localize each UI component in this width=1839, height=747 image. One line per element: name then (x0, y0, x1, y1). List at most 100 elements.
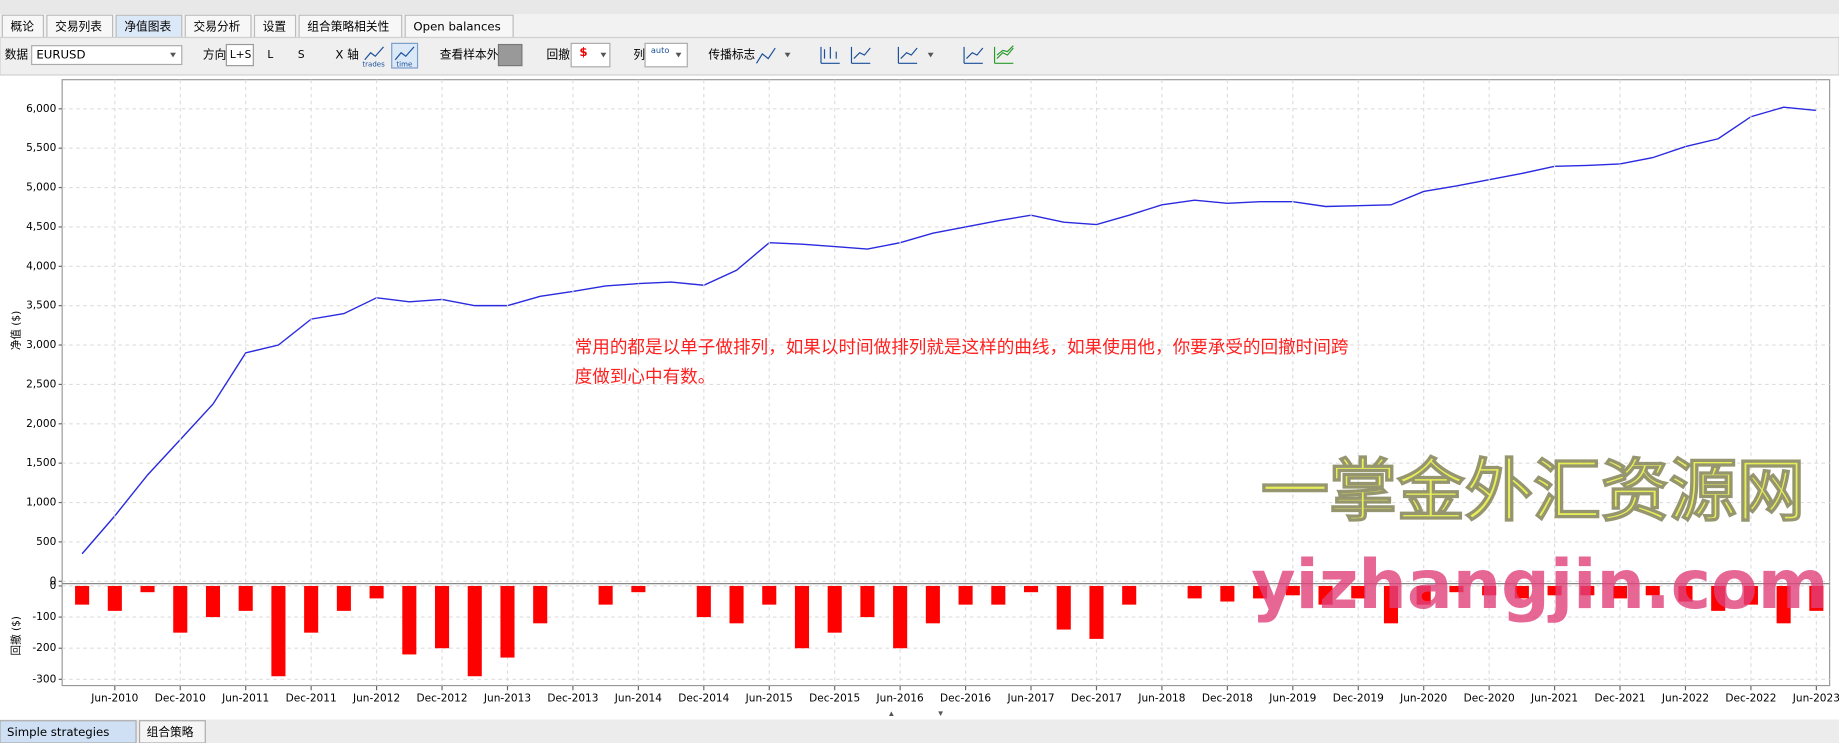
tab-label: 设置 (263, 19, 287, 33)
icon-text: time (396, 59, 412, 68)
label: 方向 (203, 48, 226, 62)
tab-label: 交易分析 (194, 19, 241, 33)
plots: 0 500 1,000 1,500 2,000 2,500 3,000 3,500 4,000 4… (9, 79, 1839, 704)
drawdown-bar (1514, 585, 1529, 599)
y-tick-label: 6,000 (26, 103, 56, 115)
drawdown-bar (860, 585, 875, 618)
title-strip (0, 0, 1839, 15)
drawdown-bar (1318, 585, 1333, 605)
x-tick-label: Jun-2018 (1137, 692, 1185, 704)
tab-label: 净值图表 (124, 19, 171, 33)
x-tick-label: Jun-2017 (1006, 692, 1054, 704)
drawdown-bar (107, 585, 122, 611)
x-tick-label: Jun-2023 (1792, 692, 1839, 704)
symbol-select[interactable] (31, 45, 183, 66)
x-tick-label: Dec-2011 (286, 692, 337, 704)
drawdown-bar (238, 585, 253, 611)
icon[interactable] (820, 46, 840, 64)
drawdown-bar (1776, 585, 1791, 624)
y-tick-label: 2,000 (26, 418, 56, 430)
tab-label: Open balances (413, 19, 500, 33)
drawdown-bar (1612, 585, 1628, 599)
drawdown-bar (140, 585, 155, 593)
drawdown-bar (1711, 585, 1726, 611)
icon[interactable] (963, 46, 984, 64)
dropdown-arrow (675, 52, 682, 58)
drawdown-bar (1285, 585, 1300, 596)
drawdown-bar (271, 585, 286, 677)
drawdown-bar (958, 585, 973, 605)
y-tick-label: 500 (36, 536, 56, 548)
x-tick-label: Dec-2013 (547, 692, 598, 704)
drawdown-bar (1056, 585, 1071, 630)
toggle-button[interactable] (225, 43, 254, 67)
button-text[interactable]: L (267, 49, 273, 61)
icon[interactable] (897, 46, 918, 64)
equity-line (81, 106, 1817, 555)
y-tick-label: 0 (50, 580, 57, 592)
x-tick-label: Dec-2022 (1725, 692, 1776, 704)
icon (394, 46, 415, 61)
drawdown-bar (435, 585, 450, 649)
bottom-tab-bar (0, 719, 1839, 743)
drawdown-bar (1253, 585, 1268, 599)
x-tick-label: Dec-2021 (1594, 692, 1645, 704)
drawdown-bar (304, 585, 319, 633)
x-tick-label: Jun-2013 (483, 692, 531, 704)
x-tick-label: Jun-2021 (1530, 692, 1578, 704)
y-tick-label: 0 (50, 575, 57, 587)
x-tick-label: Jun-2016 (876, 692, 924, 704)
label: 数据 (5, 48, 29, 62)
drawdown-bar (729, 585, 744, 624)
toolbar-items: 数据 EURUSD 方向 L+S L S X 轴 trades time 查看样… (5, 42, 1014, 69)
y-tick-label: 4,500 (26, 221, 56, 233)
label: 回撤 (547, 48, 571, 62)
drawdown-bar (893, 585, 908, 649)
x-tick-label: Dec-2012 (416, 692, 467, 704)
drawdown-bar (1482, 585, 1497, 596)
tab-label: 交易列表 (55, 19, 102, 33)
drawdown-bar (1351, 585, 1366, 599)
icon-button[interactable] (497, 43, 523, 67)
icon[interactable] (850, 46, 871, 64)
x-tick-label: Dec-2015 (809, 692, 860, 704)
icon[interactable] (993, 45, 1014, 64)
bottom-tab-group: Simple strategies 组合策略 (0, 720, 206, 744)
label: 查看样本外 (440, 48, 499, 62)
dropdown-arrow (170, 52, 176, 58)
label: 传播标志 (708, 48, 755, 62)
select-value: EURUSD (36, 48, 85, 62)
y-tick-label: 3,000 (26, 339, 56, 351)
drawdown-bar (925, 585, 940, 624)
annotation: 常用的都是以单子做排列，如果以时间做排列就是这样的曲线，如果使用他，你要承受的回… (575, 337, 1349, 358)
y-axis-label: 净值 ($) (9, 311, 22, 350)
drawdown-bar (1187, 585, 1202, 599)
tab-label: 组合策略 (147, 725, 194, 739)
drawdown-bar (75, 585, 90, 605)
annotation: 度做到心中有数。 (575, 367, 716, 387)
watermark-url: yizhangjin.com (1251, 546, 1828, 625)
dropdown-button[interactable] (570, 42, 611, 68)
drawdown-bar (598, 585, 613, 605)
label: X 轴 (335, 48, 358, 62)
x-tick-label: Dec-2019 (1333, 692, 1384, 704)
x-tick-label: Dec-2014 (678, 692, 729, 704)
dropdown-button[interactable] (644, 42, 688, 68)
drawdown-bar (991, 585, 1006, 605)
drawdown-bar (794, 585, 810, 649)
x-tick-label: Jun-2010 (90, 692, 138, 704)
drawdown-bar (1089, 585, 1104, 639)
y-tick-label: 1,000 (26, 497, 56, 509)
button-text[interactable]: S (298, 49, 305, 61)
tab-label: 概论 (11, 19, 35, 33)
dropdown-arrow (600, 52, 607, 58)
x-tick-label: Jun-2015 (745, 692, 793, 704)
drawdown-bar (402, 585, 417, 655)
y-tick-label: 1,500 (26, 457, 56, 469)
drawdown-bar (1580, 585, 1595, 596)
icon[interactable] (755, 47, 776, 64)
x-tick-label: Jun-2020 (1399, 692, 1447, 704)
drawdown-bar (1122, 585, 1137, 605)
x-tick-label: Dec-2010 (155, 692, 206, 704)
